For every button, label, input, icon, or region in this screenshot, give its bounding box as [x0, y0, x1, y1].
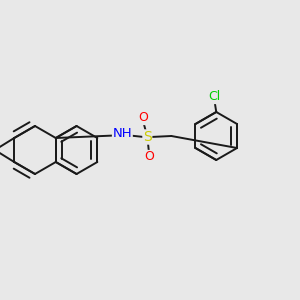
Text: S: S [143, 130, 152, 144]
Text: NH: NH [112, 128, 132, 140]
Text: O: O [138, 112, 148, 124]
Text: O: O [144, 151, 154, 164]
Text: Cl: Cl [208, 91, 221, 103]
